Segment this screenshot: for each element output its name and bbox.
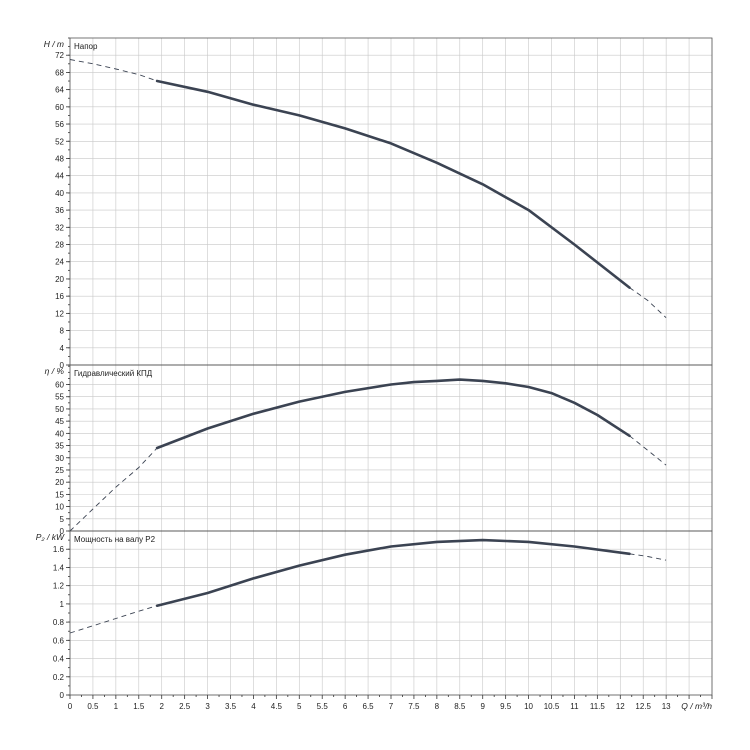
curve-line bbox=[155, 79, 631, 289]
y-tick-label: 40 bbox=[55, 189, 64, 198]
y-tick-label: 60 bbox=[55, 381, 64, 390]
y-tick-label: 1.2 bbox=[53, 582, 65, 591]
y-tick-label: 68 bbox=[55, 68, 64, 77]
x-tick-label: 5.5 bbox=[317, 702, 329, 711]
y-tick-label: 44 bbox=[55, 172, 64, 181]
x-tick-label: 0.5 bbox=[87, 702, 99, 711]
y-tick-label: 0.6 bbox=[53, 636, 65, 645]
y-tick-label: 16 bbox=[55, 292, 64, 301]
panel-title: Гидравлический КПД bbox=[74, 369, 153, 378]
x-tick-label: 4 bbox=[251, 702, 256, 711]
y-tick-label: 0.8 bbox=[53, 618, 65, 627]
curve-extrapolation bbox=[629, 435, 667, 466]
x-tick-label: 11 bbox=[570, 702, 579, 711]
y-axis-label: H / m bbox=[44, 39, 64, 49]
x-tick-label: 7 bbox=[389, 702, 394, 711]
y-tick-label: 35 bbox=[55, 442, 64, 451]
y-tick-label: 40 bbox=[55, 429, 64, 438]
x-tick-label: 13 bbox=[662, 702, 671, 711]
curve-line bbox=[155, 378, 631, 450]
y-tick-label: 20 bbox=[55, 275, 64, 284]
x-tick-label: 10.5 bbox=[544, 702, 560, 711]
curve-extrapolation bbox=[629, 553, 667, 561]
y-tick-label: 5 bbox=[60, 515, 65, 524]
y-tick-label: 56 bbox=[55, 120, 64, 129]
x-tick-label: 0 bbox=[68, 702, 73, 711]
y-tick-label: 1.6 bbox=[53, 545, 65, 554]
x-axis-label: Q / m³/h bbox=[681, 701, 712, 711]
y-tick-label: 20 bbox=[55, 478, 64, 487]
y-tick-label: 0.2 bbox=[53, 673, 65, 682]
x-tick-label: 3 bbox=[205, 702, 210, 711]
x-tick-label: 1 bbox=[114, 702, 119, 711]
y-tick-label: 0 bbox=[60, 691, 65, 700]
y-tick-label: 52 bbox=[55, 137, 64, 146]
x-tick-label: 6.5 bbox=[363, 702, 375, 711]
x-tick-label: 2.5 bbox=[179, 702, 191, 711]
panel-title: Напор bbox=[74, 42, 98, 51]
y-tick-label: 30 bbox=[55, 454, 64, 463]
x-tick-label: 10 bbox=[524, 702, 533, 711]
y-tick-label: 1.4 bbox=[53, 563, 65, 572]
curve-line bbox=[155, 538, 631, 608]
y-tick-label: 24 bbox=[55, 258, 64, 267]
panel-title: Мощность на валу P2 bbox=[74, 535, 156, 544]
y-tick-label: 28 bbox=[55, 241, 64, 250]
y-tick-label: 72 bbox=[55, 51, 64, 60]
x-tick-label: 3.5 bbox=[225, 702, 237, 711]
y-axis-label: P₂ / kW bbox=[36, 532, 65, 542]
y-tick-label: 0 bbox=[60, 361, 65, 370]
x-tick-label: 7.5 bbox=[408, 702, 420, 711]
y-tick-label: 36 bbox=[55, 206, 64, 215]
y-tick-label: 0.4 bbox=[53, 655, 65, 664]
x-tick-label: 11.5 bbox=[590, 702, 606, 711]
x-tick-label: 1.5 bbox=[133, 702, 145, 711]
x-tick-label: 9.5 bbox=[500, 702, 512, 711]
curve-extrapolation bbox=[69, 59, 158, 82]
x-tick-label: 4.5 bbox=[271, 702, 283, 711]
x-tick-label: 12.5 bbox=[635, 702, 651, 711]
x-tick-label: 6 bbox=[343, 702, 348, 711]
curve-extrapolation bbox=[629, 287, 667, 319]
x-tick-label: 9 bbox=[480, 702, 485, 711]
y-tick-label: 45 bbox=[55, 417, 64, 426]
y-tick-label: 15 bbox=[55, 490, 64, 499]
x-tick-label: 8.5 bbox=[454, 702, 466, 711]
y-tick-label: 55 bbox=[55, 393, 64, 402]
y-tick-label: 4 bbox=[60, 344, 65, 353]
y-tick-label: 10 bbox=[55, 503, 64, 512]
y-tick-label: 60 bbox=[55, 103, 64, 112]
y-tick-label: 50 bbox=[55, 405, 64, 414]
x-tick-label: 8 bbox=[435, 702, 440, 711]
y-tick-label: 0 bbox=[60, 527, 65, 536]
y-tick-label: 12 bbox=[55, 309, 64, 318]
y-axis-label: η / % bbox=[45, 366, 65, 376]
y-tick-label: 25 bbox=[55, 466, 64, 475]
y-tick-label: 8 bbox=[60, 327, 65, 336]
x-tick-label: 5 bbox=[297, 702, 302, 711]
curve-extrapolation bbox=[69, 447, 158, 532]
x-tick-label: 12 bbox=[616, 702, 625, 711]
x-tick-label: 2 bbox=[159, 702, 164, 711]
y-tick-label: 64 bbox=[55, 86, 64, 95]
y-tick-label: 48 bbox=[55, 154, 64, 163]
curve-extrapolation bbox=[69, 605, 158, 634]
y-tick-label: 1 bbox=[60, 600, 65, 609]
y-tick-label: 32 bbox=[55, 223, 64, 232]
